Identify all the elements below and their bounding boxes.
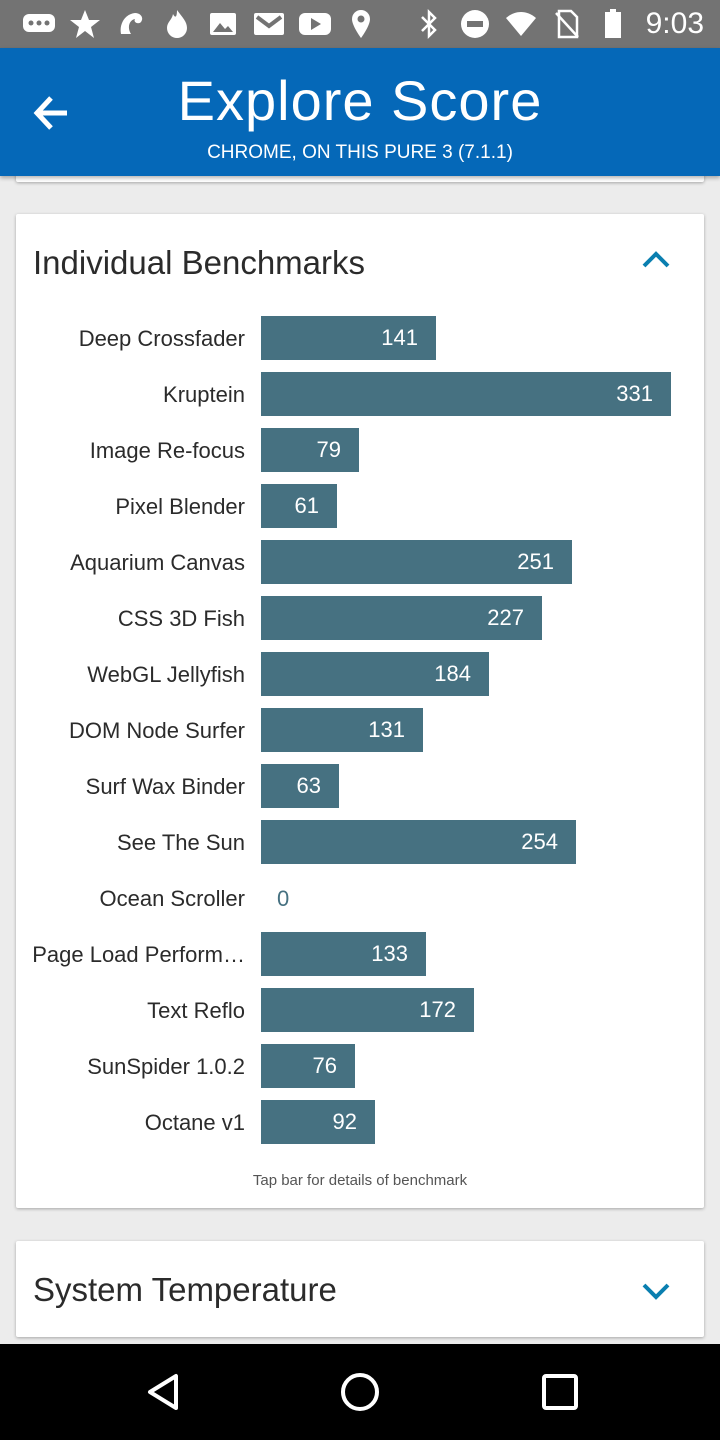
benchmark-bar[interactable]: 254 — [261, 820, 576, 864]
benchmark-bar[interactable]: 131 — [261, 708, 423, 752]
benchmark-bar[interactable]: 184 — [261, 652, 489, 696]
navigation-bar — [0, 1344, 720, 1440]
benchmark-label: Ocean Scroller — [99, 886, 245, 911]
benchmark-label: DOM Node Surfer — [68, 718, 245, 743]
star-badge-icon — [62, 8, 108, 40]
benchmark-label: Aquarium Canvas — [70, 550, 245, 575]
do-not-disturb-icon — [452, 8, 498, 40]
benchmark-bar[interactable]: 331 — [261, 372, 671, 416]
battery-icon — [590, 8, 636, 40]
benchmark-value: 172 — [419, 997, 456, 1022]
location-pin-icon — [338, 8, 384, 40]
gmail-icon — [246, 8, 292, 40]
benchmark-label: SunSpider 1.0.2 — [87, 1054, 245, 1079]
benchmark-bar[interactable]: 92 — [261, 1100, 375, 1144]
benchmark-bar[interactable]: 61 — [261, 484, 337, 528]
benchmark-label: Kruptein — [163, 382, 245, 407]
benchmark-value: 251 — [517, 549, 554, 574]
arrow-back-icon — [33, 96, 67, 130]
messages-icon — [16, 8, 62, 40]
benchmark-value: 76 — [312, 1053, 337, 1078]
benchmark-label: Surf Wax Binder — [85, 774, 245, 799]
benchmark-value: 63 — [296, 773, 321, 798]
expand-button[interactable] — [638, 1273, 674, 1309]
chevron-up-icon — [642, 251, 670, 268]
benchmark-label: Image Re-focus — [89, 438, 245, 463]
benchmark-bar[interactable]: 227 — [261, 596, 542, 640]
card-title: Individual Benchmarks — [33, 244, 365, 281]
nav-recents-button[interactable] — [538, 1370, 582, 1414]
benchmark-value: 227 — [487, 605, 524, 630]
chevron-down-icon — [642, 1283, 670, 1300]
benchmark-value[interactable]: 0 — [277, 886, 290, 911]
benchmark-value: 331 — [616, 381, 653, 406]
card-title: System Temperature — [33, 1271, 337, 1308]
benchmark-value: 184 — [434, 661, 471, 686]
benchmark-bar[interactable]: 172 — [261, 988, 474, 1032]
wifi-icon — [498, 8, 544, 40]
page-subtitle: CHROME, ON THIS PURE 3 (7.1.1) — [207, 142, 513, 163]
benchmark-value: 92 — [332, 1109, 357, 1134]
temperature-card: System Temperature — [16, 1241, 704, 1337]
benchmark-value: 79 — [316, 437, 341, 462]
notification-icons — [16, 8, 384, 40]
benchmark-value: 133 — [371, 941, 408, 966]
benchmark-label: Octane v1 — [144, 1110, 245, 1135]
benchmark-bar[interactable]: 141 — [261, 316, 436, 360]
benchmark-value: 254 — [521, 829, 558, 854]
nav-back-icon — [148, 1374, 178, 1410]
flame-icon — [154, 8, 200, 40]
benchmark-label: CSS 3D Fish — [117, 606, 245, 631]
benchmark-label: WebGL Jellyfish — [87, 662, 245, 687]
app-bar: Explore Score CHROME, ON THIS PURE 3 (7.… — [0, 48, 720, 176]
benchmark-bar[interactable]: 251 — [261, 540, 572, 584]
benchmark-value: 61 — [294, 493, 319, 518]
nav-recents-icon — [542, 1374, 578, 1410]
benchmark-bar[interactable]: 76 — [261, 1044, 355, 1088]
collapse-button[interactable] — [638, 242, 674, 278]
benchmark-label: Page Load Perform… — [32, 942, 245, 967]
benchmark-value: 131 — [368, 717, 405, 742]
benchmarks-card: Individual Benchmarks Deep Crossfader 141… — [16, 214, 704, 1208]
benchmark-bar[interactable]: 133 — [261, 932, 426, 976]
nav-home-icon — [341, 1373, 379, 1411]
benchmark-label: Deep Crossfader — [78, 326, 245, 351]
bluetooth-icon — [406, 8, 452, 40]
benchmark-label: Text Reflo — [147, 998, 245, 1023]
back-button[interactable] — [26, 88, 76, 138]
chart-footnote: Tap bar for details of benchmark — [252, 1172, 468, 1189]
no-sim-icon — [544, 8, 590, 40]
benchmark-label: See The Sun — [116, 830, 245, 855]
nav-back-button[interactable] — [142, 1370, 186, 1414]
system-icons: 9:03 — [406, 6, 704, 42]
status-bar: 9:03 — [0, 0, 720, 48]
dragon-icon — [108, 8, 154, 40]
nav-home-button[interactable] — [338, 1370, 382, 1414]
clock: 9:03 — [645, 7, 704, 40]
benchmark-bar[interactable]: 79 — [261, 428, 359, 472]
benchmark-value: 141 — [381, 325, 418, 350]
benchmark-label: Pixel Blender — [115, 494, 245, 519]
image-icon — [200, 8, 246, 40]
page-title: Explore Score — [177, 69, 543, 132]
benchmark-bar[interactable]: 63 — [261, 764, 339, 808]
youtube-icon — [292, 8, 338, 40]
